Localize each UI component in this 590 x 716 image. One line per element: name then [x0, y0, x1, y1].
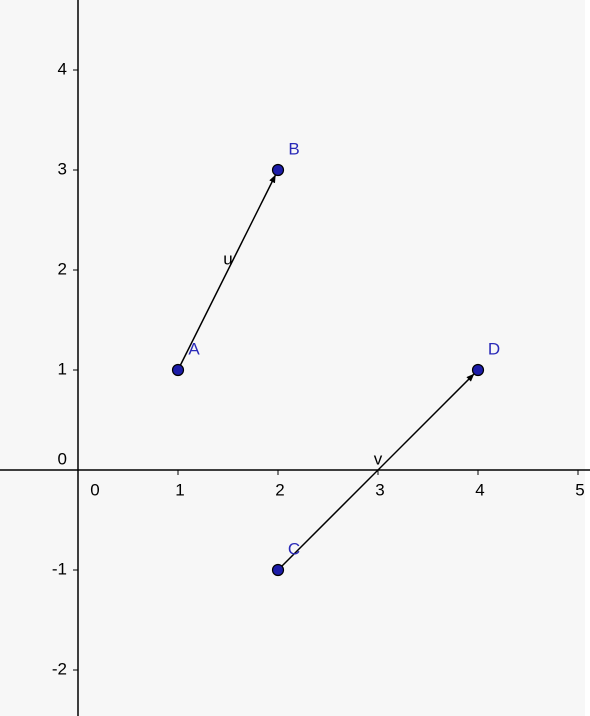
y-tick-label: -2 [52, 659, 67, 678]
vector-label: v [374, 449, 383, 468]
x-tick-label: 1 [175, 480, 184, 499]
vector [277, 373, 475, 571]
x-tick-label: 0 [90, 480, 99, 499]
point [271, 563, 285, 577]
x-tick-label: 3 [375, 480, 384, 499]
x-tick-label: 4 [475, 480, 484, 499]
y-tick-label: 0 [58, 449, 67, 468]
vector [177, 174, 276, 371]
point-label: C [288, 539, 300, 558]
point-label: D [488, 339, 500, 358]
point [471, 363, 485, 377]
y-tick-label: 2 [58, 259, 67, 278]
x-tick-label: 5 [575, 480, 584, 499]
x-tick-label: 2 [275, 480, 284, 499]
y-tick-label: 1 [58, 359, 67, 378]
point-label: B [288, 139, 299, 158]
y-tick-label: 4 [58, 59, 67, 78]
y-tick-label: -1 [52, 559, 67, 578]
vector-label: u [223, 249, 232, 268]
point [171, 363, 185, 377]
point-label: A [188, 339, 200, 358]
y-tick-label: 3 [58, 159, 67, 178]
point [271, 163, 285, 177]
